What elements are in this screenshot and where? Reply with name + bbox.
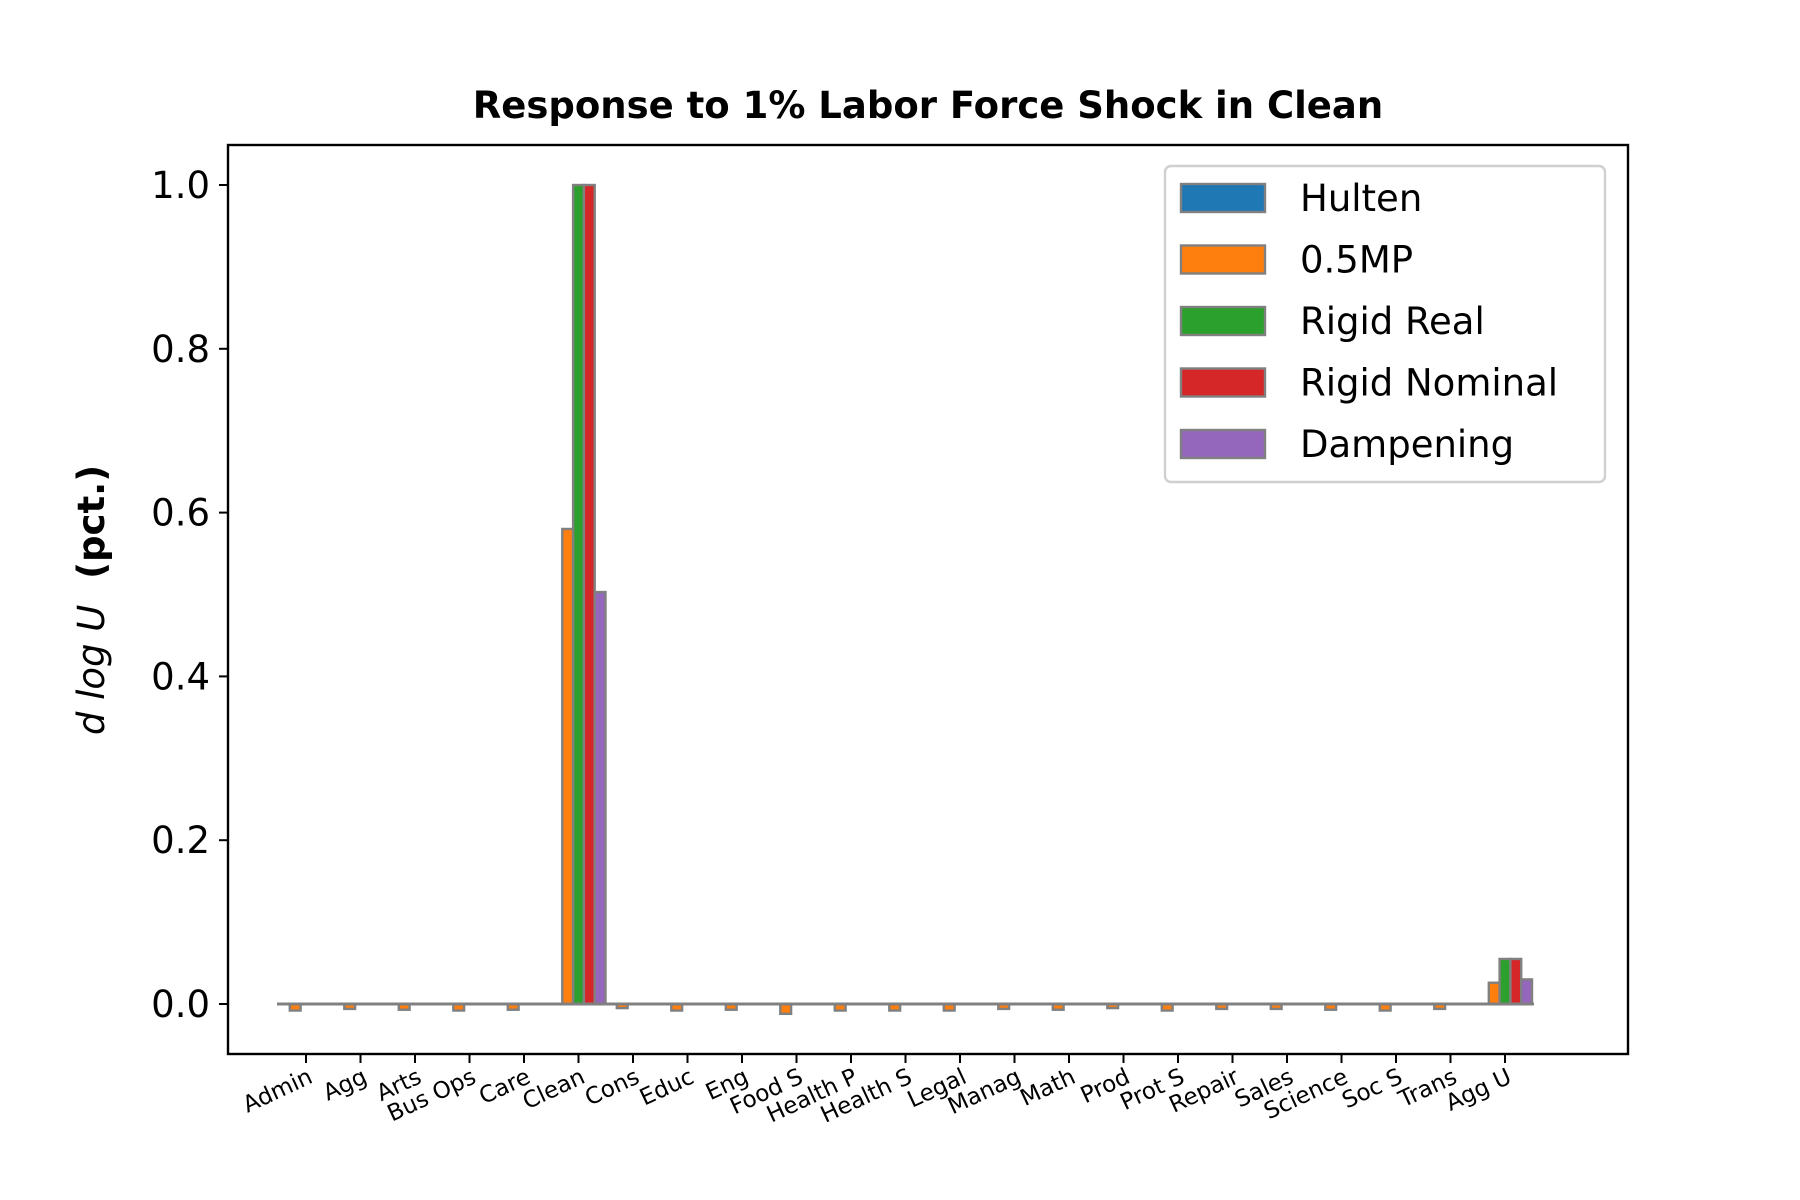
legend-entry-label: 0.5MP [1300, 239, 1413, 282]
legend-entry-label: Rigid Real [1300, 300, 1485, 343]
bar-rigid-nominal-clean [582, 183, 596, 1006]
y-tick-label: 0.4 [151, 655, 210, 698]
legend-entry-label: Rigid Nominal [1300, 362, 1558, 405]
y-tick-label: 1.0 [151, 164, 210, 207]
y-axis-label-main: d log U [70, 605, 113, 736]
y-axis-label: d log U (pct.) [70, 465, 113, 735]
legend: Hulten 0.5MP Rigid Real Rigid Nominal Dampen… [1163, 164, 1607, 484]
bar-dampening-agg-u [1519, 978, 1534, 1006]
y-tick-label: 0.6 [151, 492, 210, 535]
bar-0-5mp-agg-u [1487, 981, 1501, 1006]
x-tick-label: Educ [636, 1064, 698, 1111]
y-tick-label: 0.8 [151, 328, 210, 371]
y-axis-label-unit: (pct.) [70, 465, 113, 579]
bar-0-5mp-clean [561, 527, 575, 1006]
x-tick-label: Agg [319, 1064, 371, 1107]
bar-rigid-nominal-agg-u [1509, 957, 1523, 1006]
legend-swatch [1179, 428, 1267, 460]
y-tick-label: 0.2 [151, 819, 210, 862]
legend-box [1163, 164, 1607, 484]
x-tick-label: Cons [581, 1064, 643, 1112]
legend-swatch [1179, 367, 1267, 398]
y-axis: 0.0 0.2 0.4 0.6 0.8 1.0 [151, 164, 228, 1026]
x-tick-label: Admin [239, 1064, 316, 1119]
legend-swatch [1179, 182, 1267, 214]
x-tick-label: Math [1016, 1064, 1079, 1112]
legend-swatch [1179, 244, 1267, 275]
chart-title: Response to 1% Labor Force Shock in Clea… [473, 84, 1383, 127]
plot-frame [226, 143, 1630, 1056]
bar-rigid-real-clean [571, 183, 586, 1006]
y-tick-label: 0.0 [151, 983, 210, 1026]
x-tick-label: Clean [519, 1064, 589, 1115]
svg-text:d log U (pct.): d log U (pct.) [70, 465, 113, 735]
legend-entry-label: Hulten [1300, 177, 1422, 220]
legend-swatch [1179, 305, 1267, 337]
legend-entry-label: Dampening [1300, 423, 1514, 466]
bar-rigid-real-agg-u [1498, 957, 1512, 1006]
bar-dampening-clean [593, 590, 607, 1006]
